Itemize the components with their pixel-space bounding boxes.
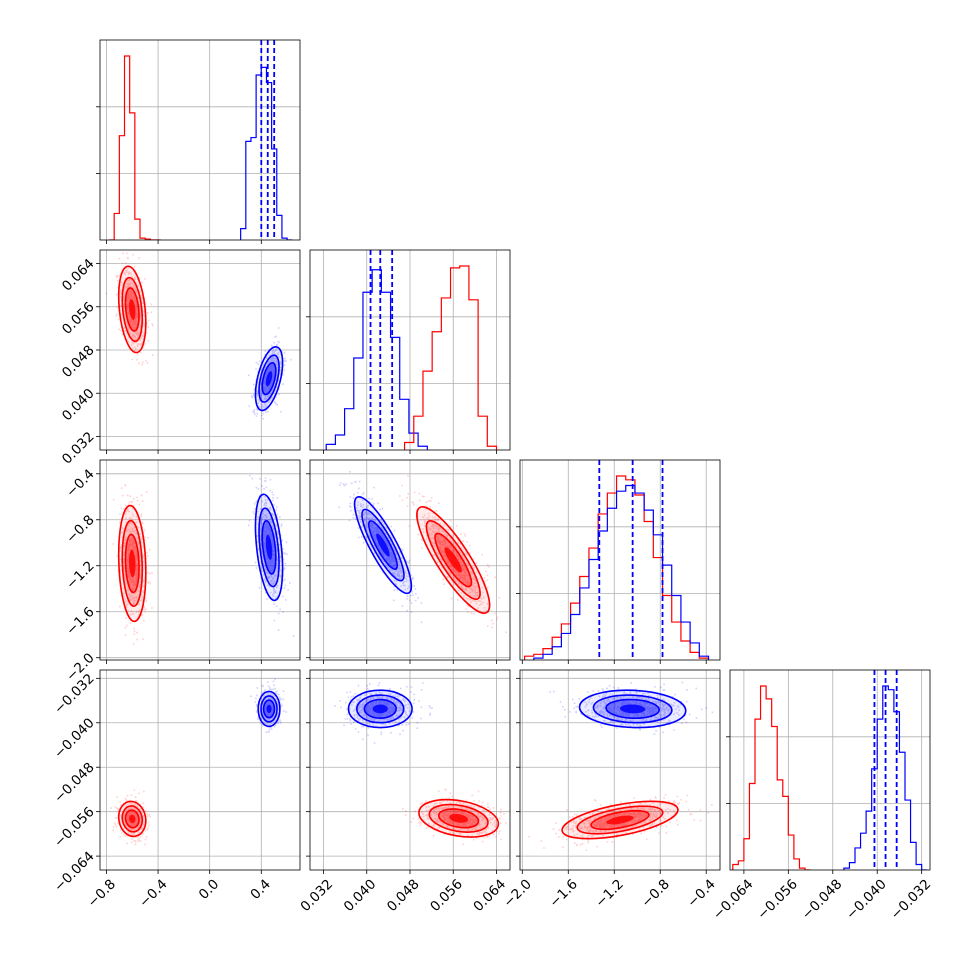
x-tick-label: −0.056 [754, 876, 801, 923]
histogram-step-red [732, 685, 811, 870]
y-tick-label: 0.040 [59, 386, 98, 425]
panel-frame [519, 459, 721, 661]
histogram-panel-2 [306, 249, 511, 454]
x-tick-label: 0.4 [247, 876, 274, 903]
density-contour-red [444, 547, 462, 573]
density-content [110, 678, 287, 846]
x-tick-label: 0.0 [196, 876, 223, 903]
x-tick-label: −1.6 [546, 876, 580, 910]
density-contour-red [129, 814, 136, 824]
histogram-series-group [523, 460, 710, 660]
density-contour-red [606, 815, 634, 825]
histogram-step-blue [533, 484, 710, 660]
density-panel-3-4 [516, 669, 721, 874]
histogram-series-group [325, 250, 498, 450]
x-tick-label: −0.064 [710, 876, 757, 923]
y-tick-label: −0.4 [63, 466, 97, 500]
x-tick-label: 0.056 [427, 876, 466, 915]
histogram-panel-1 [96, 39, 301, 244]
density-contour-blue [376, 533, 390, 557]
x-tick-label: −0.4 [684, 876, 718, 910]
histogram-series-group [732, 670, 928, 870]
histogram-step-red [523, 475, 710, 660]
x-tick-label: −0.8 [85, 876, 119, 910]
density-content [528, 681, 714, 851]
panel-frame [99, 669, 301, 871]
x-tick-label: 0.048 [384, 876, 423, 915]
y-tick-label: 0.056 [59, 299, 98, 338]
x-tick-label: −1.2 [592, 876, 626, 910]
density-content [105, 252, 292, 420]
x-tick-label: 0.032 [297, 876, 336, 915]
y-tick-label: −0.040 [51, 715, 98, 762]
panel-frame [519, 669, 721, 871]
x-tick-label: −0.032 [888, 876, 935, 923]
y-tick-label: 0.048 [59, 342, 98, 381]
x-tick-label: 0.040 [341, 876, 380, 915]
density-contour-red [129, 299, 136, 320]
panel-frame [99, 459, 301, 661]
panel-frame [729, 669, 931, 871]
x-tick-label: −0.4 [136, 876, 170, 910]
density-contour-blue [265, 371, 273, 387]
density-content [338, 471, 507, 634]
y-tick-label: −0.8 [63, 512, 97, 546]
histogram-panel-4 [726, 669, 931, 874]
y-tick-label: −0.064 [51, 848, 98, 895]
x-tick-label: −0.8 [638, 876, 672, 910]
density-panel-1-3 [96, 459, 301, 664]
density-panel-1-4 [96, 669, 301, 874]
y-tick-label: −1.6 [63, 604, 97, 638]
density-content [112, 474, 295, 645]
histogram-panel-3 [516, 459, 721, 664]
histogram-step-blue [240, 66, 293, 240]
x-tick-label: −0.048 [799, 876, 846, 923]
density-contour-blue [619, 704, 646, 714]
density-contour-blue [266, 704, 272, 714]
density-panel-1-2 [96, 249, 301, 454]
density-contour-blue [372, 704, 388, 714]
density-contour-red [449, 813, 469, 823]
x-tick-label: −0.040 [843, 876, 890, 923]
density-contour-red [129, 549, 136, 578]
histogram-step-blue [325, 269, 428, 450]
density-contour-blue [265, 534, 273, 560]
y-tick-label: −0.056 [51, 804, 98, 851]
density-content [334, 682, 510, 846]
panel-frame [99, 39, 301, 241]
histogram-step-red [403, 265, 498, 450]
x-tick-label: −2.0 [500, 876, 534, 910]
y-tick-label: 0.032 [59, 429, 98, 468]
density-panel-2-4 [306, 669, 511, 874]
density-panel-2-3 [306, 459, 511, 664]
y-tick-label: −1.2 [63, 558, 97, 592]
histogram-series-group [109, 40, 293, 240]
histogram-step-red [109, 55, 161, 240]
histogram-step-blue [843, 685, 928, 870]
y-tick-label: −0.048 [51, 760, 98, 807]
y-tick-label: 0.064 [59, 256, 98, 295]
